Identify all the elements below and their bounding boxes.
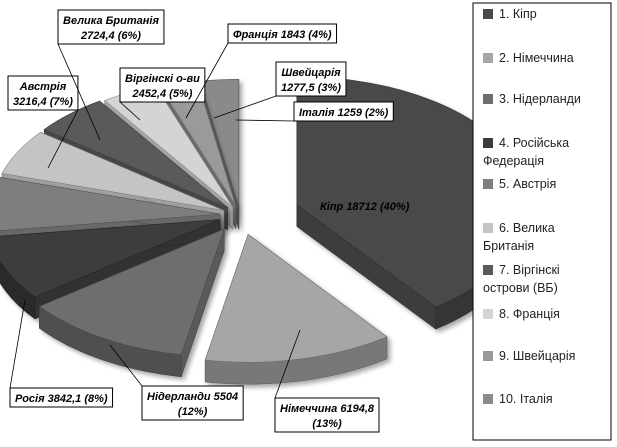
callout-6-box: [57, 9, 165, 45]
pie-slice-3-top: [38, 228, 225, 356]
callout-2-box: [274, 397, 380, 433]
callout-4-leader: [9, 299, 26, 389]
legend-label-2: 2. Німеччина: [499, 51, 574, 65]
legend-swatch-1: [483, 9, 493, 19]
legend: 1. Кіпр 2. Німеччина 3. Нідерланди 4. Росій…: [472, 2, 612, 441]
callout-labels: Кіпр 18712 (40%) Німеччина 6194,8 (13%) Нід…: [7, 9, 410, 433]
legend-swatch-2: [483, 53, 493, 63]
callout-8-box: [227, 23, 338, 44]
callout-7: Віргінскі о-ви 2452,4 (5%): [119, 67, 206, 121]
pie-slices: [0, 76, 530, 385]
legend-label-8: 8. Франція: [499, 307, 560, 321]
legend-swatch-5: [483, 179, 493, 189]
callout-4-box: [9, 387, 114, 408]
callout-10-text-0: Італія 1259 (2%): [299, 107, 389, 119]
callout-7-text-1: 2452,4 (5%): [131, 88, 192, 100]
legend-swatch-9: [483, 351, 493, 361]
callout-9-text-0: Швейцарія: [281, 67, 341, 79]
callout-1-text-0: Кіпр 18712 (40%): [320, 201, 410, 213]
pie-slice-2: [204, 233, 388, 385]
legend-label-10: 10. Італія: [499, 392, 553, 406]
legend-swatch-8: [483, 309, 493, 319]
callout-10: Італія 1259 (2%): [235, 101, 394, 122]
legend-item-6: 6. Велика Британія: [483, 221, 555, 253]
pie-slice-2-top: [204, 233, 388, 363]
legend-label-5: 5. Австрія: [499, 177, 556, 191]
legend-swatch-3: [483, 94, 493, 104]
legend-label-7-line-0: 7. Віргінскі: [499, 263, 560, 277]
legend-item-5: 5. Австрія: [483, 177, 556, 191]
pie-slice-1: [296, 76, 530, 330]
callout-9-leader: [213, 95, 277, 119]
legend-label-6-line-0: 6. Велика: [499, 221, 555, 235]
pie-slice-3: [38, 228, 225, 378]
legend-item-7: 7. Віргінскі острови (ВБ): [483, 263, 560, 295]
legend-swatch-6: [483, 223, 493, 233]
callout-4: Росія 3842,1 (8%): [9, 299, 114, 408]
callout-3-text-1: (12%): [178, 406, 208, 418]
pie-slice-4-top: [0, 219, 220, 298]
legend-item-8: 8. Франція: [483, 307, 560, 321]
pie-slice-6-top: [1, 131, 225, 211]
legend-label-6-line-1: Британія: [483, 239, 534, 253]
callout-5-text-1: 3216,4 (7%): [13, 96, 73, 108]
pie-slice-5-top: [0, 177, 221, 232]
callout-8-leader: [185, 42, 229, 119]
callout-3-leader: [109, 344, 143, 387]
legend-item-1: 1. Кіпр: [483, 7, 537, 21]
callout-7-leader: [119, 101, 141, 121]
callout-6-text-0: Велика Британія: [63, 15, 159, 27]
legend-item-9: 9. Швейцарія: [483, 349, 575, 363]
callout-9-box: [275, 61, 347, 97]
callout-10-leader: [235, 119, 295, 122]
legend-item-2: 2. Німеччина: [483, 51, 574, 65]
legend-label-4-line-0: 4. Російська: [499, 136, 569, 150]
callout-5-box: [7, 75, 79, 111]
legend-swatch-4: [483, 138, 493, 148]
legend-label-1: 1. Кіпр: [499, 7, 537, 21]
legend-item-10: 10. Італія: [483, 392, 553, 406]
callout-4-text-0: Росія 3842,1 (8%): [15, 393, 108, 405]
pie-slice-7-top: [43, 100, 228, 209]
legend-item-3: 3. Нідерланди: [483, 92, 581, 106]
legend-frame: [472, 2, 612, 441]
callout-6: Велика Британія 2724,4 (6%): [57, 9, 165, 141]
callout-9: Швейцарія 1277,5 (3%): [213, 61, 347, 119]
legend-label-3: 3. Нідерланди: [499, 92, 581, 106]
callout-2-text-1: (13%): [312, 418, 342, 430]
legend-label-9: 9. Швейцарія: [499, 349, 575, 363]
legend-swatch-7: [483, 265, 493, 275]
callout-6-text-1: 2724,4 (6%): [80, 30, 141, 42]
legend-item-4: 4. Російська Федерація: [483, 136, 569, 168]
legend-label-7-line-1: острови (ВБ): [483, 281, 558, 295]
legend-swatch-10: [483, 394, 493, 404]
callout-3-text-0: Нідерланди 5504: [147, 391, 238, 403]
callout-9-text-1: 1277,5 (3%): [281, 82, 341, 94]
callout-2-leader: [274, 329, 301, 399]
callout-2: Німеччина 6194,8 (13%): [274, 329, 380, 433]
callout-3: Нідерланди 5504 (12%): [109, 344, 244, 421]
callout-1: Кіпр 18712 (40%): [320, 201, 410, 213]
callout-10-box: [293, 101, 394, 122]
legend-label-4-line-1: Федерація: [483, 154, 544, 168]
callout-2-text-0: Німеччина 6194,8: [280, 403, 375, 415]
callout-5: Австрія 3216,4 (7%): [7, 75, 79, 169]
callout-5-leader: [47, 109, 79, 169]
callout-3-box: [141, 385, 244, 421]
callout-8-text-0: Франція 1843 (4%): [233, 29, 332, 41]
callout-6-leader: [57, 43, 101, 141]
callout-8: Франція 1843 (4%): [185, 23, 338, 119]
callout-5-text-0: Австрія: [19, 81, 67, 93]
callout-7-text-0: Віргінскі о-ви: [125, 73, 200, 85]
